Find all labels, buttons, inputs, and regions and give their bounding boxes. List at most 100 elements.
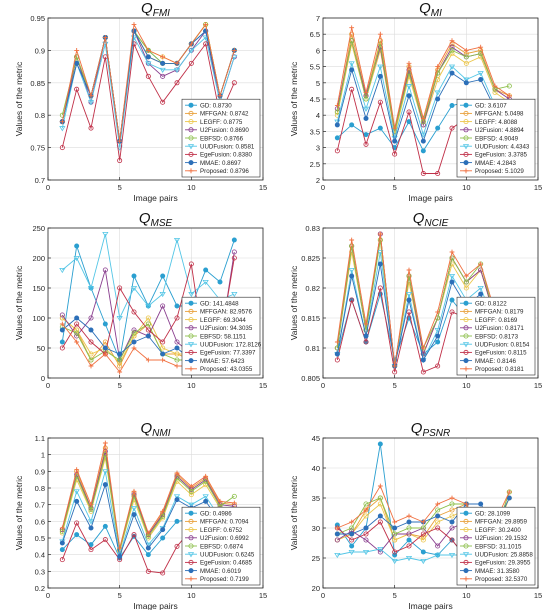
data-point <box>506 83 512 89</box>
legend-value: 0.7199 <box>230 576 249 583</box>
data-point <box>74 48 80 53</box>
legend-entry: Proposed: 5.1029 <box>475 168 524 175</box>
data-point <box>392 363 398 369</box>
data-point <box>435 507 441 513</box>
legend-entry: Proposed: 0.7199 <box>200 576 249 583</box>
data-point <box>377 513 383 519</box>
data-point <box>406 525 412 531</box>
data-point <box>420 531 426 537</box>
data-point <box>131 28 137 34</box>
data-point <box>348 61 355 67</box>
x-tick-label: 5 <box>118 183 122 192</box>
data-point <box>449 255 455 261</box>
legend-swatch-marker <box>463 527 469 533</box>
series-line <box>62 233 235 320</box>
data-point <box>406 297 412 303</box>
data-point <box>145 530 151 536</box>
legend-entry: EBFSD: 0.8173 <box>475 333 519 340</box>
data-point <box>477 71 484 77</box>
data-point <box>88 315 94 321</box>
data-point <box>188 261 194 267</box>
data-point <box>102 469 109 475</box>
data-point <box>131 309 137 315</box>
legend-swatch-marker <box>188 127 194 133</box>
legend-swatch-marker <box>463 325 469 331</box>
data-point <box>145 73 151 79</box>
data-point <box>334 345 340 351</box>
data-point <box>420 559 427 565</box>
legend-value: 4.8894 <box>505 127 524 134</box>
data-point <box>463 60 469 66</box>
legend-swatch-marker <box>463 151 469 157</box>
legend-swatch-marker <box>463 300 469 306</box>
data-point <box>160 570 166 576</box>
data-point <box>117 545 123 551</box>
legend-entry: MMAE: 57.6423 <box>200 358 245 365</box>
legend-separator: : <box>226 325 229 332</box>
data-point <box>363 321 369 327</box>
data-point <box>145 48 151 53</box>
legend-separator: : <box>507 342 510 349</box>
data-point <box>88 93 94 99</box>
legend-entry: GD: 141.4848 <box>200 301 239 308</box>
data-point <box>131 532 137 538</box>
legend-separator: : <box>502 576 505 583</box>
data-point <box>231 292 238 298</box>
legend-separator: : <box>221 135 224 142</box>
legend-entry: MFFGAN: 0.8742 <box>200 111 249 118</box>
data-point <box>203 267 209 273</box>
legend-separator: : <box>226 309 229 316</box>
legend-label: MFFGAN <box>475 519 501 526</box>
data-point <box>435 171 441 177</box>
legend-entry: EgeFusion: 3.3785 <box>475 152 528 159</box>
legend-swatch-marker <box>188 518 194 524</box>
data-point <box>231 249 237 255</box>
data-point <box>174 357 180 363</box>
data-point <box>406 519 412 525</box>
legend-separator: : <box>209 103 212 110</box>
data-point <box>160 60 166 66</box>
chart-title-subscript: NCIE <box>424 218 448 229</box>
data-point <box>392 525 398 531</box>
legend-separator: : <box>226 127 229 134</box>
legend-separator: : <box>209 511 212 518</box>
legend-label: MMAE <box>200 160 219 167</box>
data-point <box>449 261 455 267</box>
data-point <box>188 48 195 54</box>
chart-title-subscript: FMI <box>153 8 170 19</box>
x-tick-label: 15 <box>534 381 542 390</box>
y-tick-label: 4 <box>316 111 320 120</box>
legend-swatch-marker <box>188 160 194 166</box>
legend-label: EBFSD <box>475 135 496 142</box>
legend-swatch-marker <box>463 358 469 364</box>
legend-label: Proposed <box>475 366 502 373</box>
data-point <box>463 285 469 291</box>
legend-swatch-marker <box>187 144 195 150</box>
series-line <box>61 454 235 550</box>
legend-label: GD <box>475 511 485 518</box>
data-point <box>160 339 166 345</box>
legend-value: 0.8171 <box>505 325 524 332</box>
legend-separator: : <box>230 152 233 159</box>
data-point <box>88 125 94 131</box>
legend-swatch-marker <box>463 317 469 323</box>
legend-value: 4.9049 <box>499 135 518 142</box>
y-tick-label: 0.8 <box>35 111 45 120</box>
x-tick-label: 15 <box>259 591 267 600</box>
data-point <box>420 525 426 531</box>
legend-entry: MMAE: 0.8146 <box>475 358 516 365</box>
chart-title: QPSNR <box>411 420 450 439</box>
legend-separator: : <box>495 527 498 534</box>
data-point <box>160 73 166 79</box>
chart-title: QMI <box>419 0 442 19</box>
data-point <box>334 357 340 363</box>
data-point <box>449 47 455 53</box>
data-point <box>117 357 123 363</box>
legend-swatch-marker <box>463 518 469 524</box>
legend-label: EBFSD <box>475 333 496 340</box>
y-tick-label: 7 <box>316 14 320 23</box>
y-tick-label: 3 <box>316 144 320 153</box>
legend-value: 82.9576 <box>230 309 253 316</box>
